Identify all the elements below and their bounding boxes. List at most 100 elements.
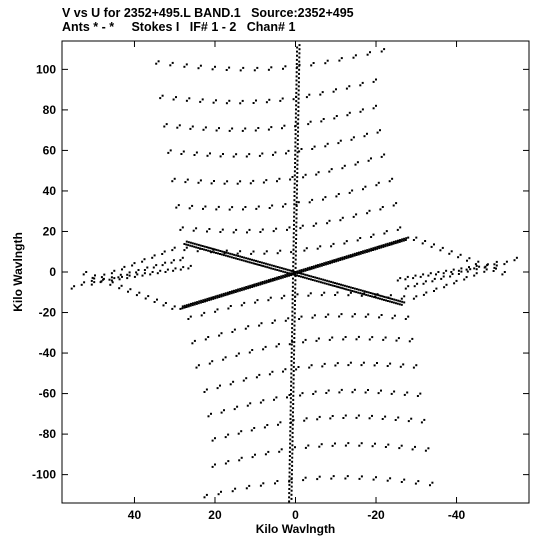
uv-point <box>179 259 182 262</box>
uv-point <box>290 489 293 492</box>
uv-point <box>224 356 227 359</box>
uv-point <box>94 274 96 277</box>
uv-point <box>268 98 271 101</box>
uv-point <box>349 291 352 294</box>
uv-point <box>267 280 270 283</box>
uv-point <box>261 152 264 155</box>
uv-point <box>250 252 253 255</box>
uv-point <box>185 240 188 243</box>
uv-point <box>375 476 377 479</box>
uv-point <box>295 217 298 220</box>
uv-point <box>340 313 343 316</box>
uv-point <box>290 421 293 424</box>
uv-point <box>258 264 261 266</box>
uv-point <box>195 151 198 154</box>
uv-point <box>299 394 302 397</box>
uv-point <box>224 292 227 295</box>
uv-point <box>294 112 297 115</box>
uv-point <box>367 313 370 316</box>
uv-point <box>199 179 202 182</box>
uv-point <box>429 484 431 487</box>
uv-point <box>292 398 295 401</box>
uv-point <box>183 65 186 68</box>
uv-point <box>485 268 488 271</box>
uv-point <box>292 403 295 405</box>
uv-point <box>384 415 387 418</box>
uv-point <box>392 204 395 207</box>
uv-point <box>473 274 476 277</box>
uv-point <box>422 282 425 285</box>
uv-point <box>361 292 364 295</box>
uv-point <box>292 265 295 268</box>
uv-point <box>313 145 316 148</box>
uv-point <box>302 176 305 179</box>
uv-point <box>380 314 383 316</box>
uv-point <box>211 465 214 468</box>
uv-point <box>214 310 217 313</box>
uv-point <box>394 240 397 243</box>
uv-point <box>368 209 371 212</box>
uv-point <box>346 114 349 117</box>
uv-point <box>185 304 188 307</box>
uv-point <box>113 277 116 280</box>
uv-point <box>292 256 295 259</box>
uv-point <box>400 303 403 306</box>
uv-point <box>298 44 301 47</box>
uv-point <box>241 99 244 102</box>
uv-point <box>363 292 366 295</box>
uv-point <box>342 338 345 341</box>
uv-point <box>379 294 382 297</box>
uv-point <box>280 267 283 270</box>
uv-point <box>289 178 292 181</box>
uv-point <box>379 129 381 132</box>
uv-point <box>318 445 321 448</box>
uv-point <box>227 252 230 255</box>
uv-point <box>371 445 374 448</box>
uv-point <box>195 366 198 369</box>
uv-point <box>240 289 243 292</box>
uv-point <box>364 249 367 252</box>
uv-point <box>340 57 343 60</box>
uv-point <box>351 253 354 256</box>
uv-point <box>237 432 240 435</box>
uv-point <box>315 173 318 176</box>
uv-point <box>227 307 230 310</box>
uv-point <box>289 442 292 445</box>
uv-point <box>286 271 289 274</box>
uv-point <box>222 358 225 361</box>
uv-point <box>275 227 278 230</box>
uv-point <box>392 242 395 245</box>
x-tick-label: -40 <box>448 508 466 522</box>
uv-point <box>196 301 199 304</box>
uv-point <box>193 245 196 248</box>
uv-point <box>240 456 243 459</box>
uv-point <box>345 288 348 291</box>
uv-point <box>207 246 210 249</box>
uv-point <box>304 173 307 176</box>
uv-point <box>293 199 296 202</box>
uv-point <box>242 208 244 211</box>
uv-point <box>365 293 368 296</box>
uv-point <box>293 316 296 319</box>
uv-point <box>376 362 378 364</box>
uv-point <box>403 237 406 240</box>
y-tick-label: -80 <box>39 427 57 441</box>
uv-point <box>352 215 355 218</box>
uv-point <box>352 56 355 59</box>
uv-point <box>324 279 327 282</box>
uv-point <box>181 256 184 259</box>
uv-point <box>292 248 295 251</box>
uv-point <box>383 153 386 156</box>
uv-point <box>249 284 252 287</box>
uv-point <box>278 177 281 180</box>
uv-point <box>455 279 458 282</box>
uv-point <box>282 270 285 273</box>
uv-point <box>245 155 248 158</box>
uv-point <box>430 245 433 248</box>
uv-point <box>321 281 324 284</box>
uv-point <box>111 281 114 284</box>
uv-point <box>296 270 299 273</box>
uv-point <box>295 238 298 240</box>
uv-point <box>385 230 388 233</box>
uv-point <box>302 273 305 276</box>
